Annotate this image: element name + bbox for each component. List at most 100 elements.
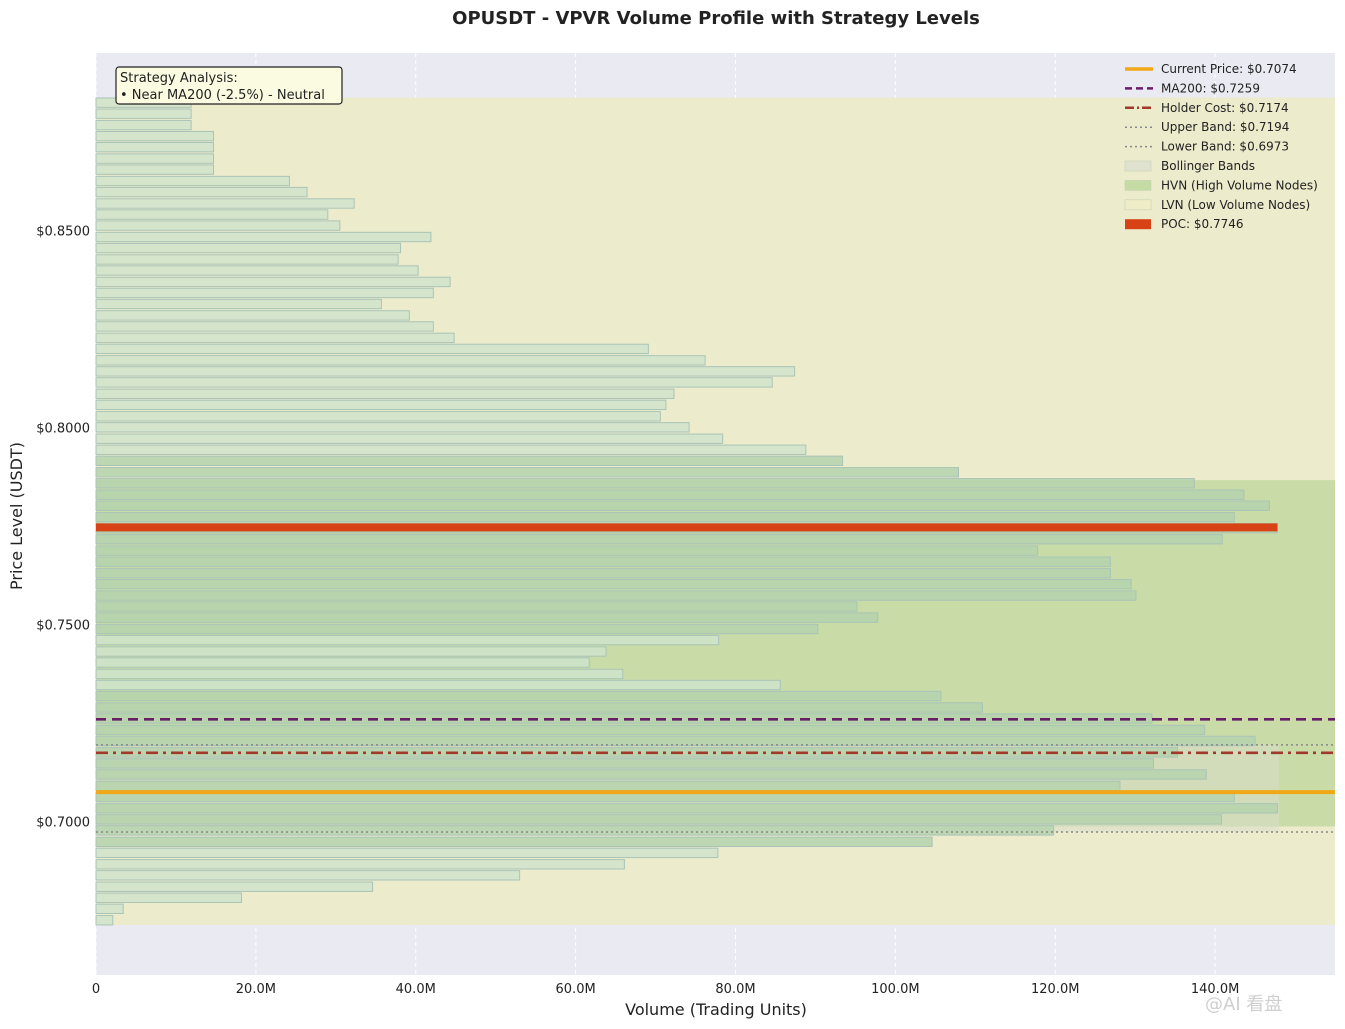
volume-bar [95,881,374,892]
volume-bar [95,175,290,187]
volume-bar [95,657,590,668]
x-tick-label: 40.0M [396,982,436,997]
volume-bar [95,724,1206,736]
volume-bar [95,332,455,344]
volume-bar [95,388,675,400]
volume-bar [95,870,521,881]
volume-bar [95,915,114,926]
volume-bar [95,455,844,466]
x-tick-label: 100.0M [871,982,919,997]
volume-bar [95,298,382,310]
legend-hvn-swatch [1124,180,1152,191]
volume-bar [95,646,607,657]
y-axis-ticks: $0.8500 $0.8000 $0.7500 $0.7000 [36,224,90,830]
volume-bar [95,411,661,422]
volume-bar [95,735,1256,747]
volume-bar [95,343,649,355]
volume-bar [95,433,724,444]
volume-bar [95,690,942,702]
annotation-line-1: Strategy Analysis: [120,71,238,86]
y-tick-label: $0.7500 [36,618,90,633]
volume-bar [95,556,1111,567]
x-tick-label: 20.0M [236,982,276,997]
volume-bar [95,634,720,646]
legend-ma200-label: MA200: $0.7259 [1161,81,1260,95]
volume-bar [95,321,434,332]
legend-hvn-label: HVN (High Volume Nodes) [1161,178,1318,192]
legend-current-price-label: Current Price: $0.7074 [1161,62,1297,76]
volume-bar [95,903,124,914]
volume-bar [95,153,215,164]
volume-bar [95,679,781,691]
volume-bar [95,276,451,288]
x-tick-label: 140.0M [1191,982,1239,997]
volume-bar [95,141,215,153]
volume-bar [95,780,1121,792]
volume-bar [95,254,399,265]
legend-upper-band-label: Upper Band: $0.7194 [1161,120,1289,134]
x-tick-label: 120.0M [1031,982,1079,997]
volume-bar [95,130,215,142]
strategy-levels [96,717,1335,833]
annotation-box [115,66,343,105]
volume-bar [95,220,341,231]
volume-bar [95,803,1278,814]
volume-bar [95,265,419,276]
annotation-line-2: • Near MA200 (-2.5%) - Neutral [120,88,325,103]
volume-bar [95,758,1155,769]
x-axis-ticks: 0 20.0M 40.0M 60.0M 80.0M 100.0M 120.0M 140.0M [92,982,1239,997]
volume-bar [95,601,858,612]
volume-bar [95,836,933,848]
volume-bar [95,578,1132,590]
legend-bollinger-swatch [1124,160,1152,172]
volume-bar [95,859,625,870]
volume-bar [95,489,1245,500]
legend-holder-cost-label: Holder Cost: $0.7174 [1161,101,1289,115]
volume-bar [95,702,983,713]
volume-bar [95,209,329,220]
volume-bar [95,623,819,635]
legend-poc-label: POC: $0.7746 [1161,217,1244,231]
legend-bollinger-label: Bollinger Bands [1161,159,1255,173]
volume-bar [95,612,879,623]
volume-bar [95,892,242,903]
x-axis-label: Volume (Trading Units) [625,1000,807,1019]
volume-bar [95,287,434,299]
volume-bar [95,567,1111,579]
volume-bar [95,500,1270,511]
poc-bar [96,523,1278,532]
volume-bar [95,198,355,209]
legend-poc-swatch [1125,219,1151,230]
volume-bar [95,242,402,254]
volume-bar [95,366,796,377]
volume-bar [95,422,690,433]
watermark: @AI 看盘 [1205,994,1282,1015]
x-tick-label: 80.0M [715,982,755,997]
volume-bar [95,310,410,321]
x-tick-label: 60.0M [556,982,596,997]
chart-title: OPUSDT - VPVR Volume Profile with Strate… [452,8,980,29]
volume-bar [95,355,706,366]
volume-bar [95,119,192,131]
legend-lvn-label: LVN (Low Volume Nodes) [1161,198,1310,212]
legend-lower-band-label: Lower Band: $0.6973 [1161,140,1289,154]
volume-bar [95,467,960,478]
volume-bar [95,668,624,680]
volume-bar [95,590,1137,601]
y-tick-label: $0.8000 [36,421,90,436]
volume-bar [95,814,1222,825]
volume-bar [95,478,1195,489]
volume-bar [95,377,773,388]
volume-bar [95,231,432,243]
legend: Current Price: $0.7074 MA200: $0.7259 Hold… [1124,62,1318,231]
volume-bar [95,108,192,119]
y-axis-label: Price Level (USDT) [7,442,26,590]
x-tick-label: 0 [92,982,100,997]
volume-bar [95,545,1039,556]
volume-bar [95,186,308,198]
y-tick-label: $0.7000 [36,815,90,830]
volume-bar [95,164,215,175]
volume-bar [95,847,719,859]
legend-lvn-swatch [1124,199,1152,211]
